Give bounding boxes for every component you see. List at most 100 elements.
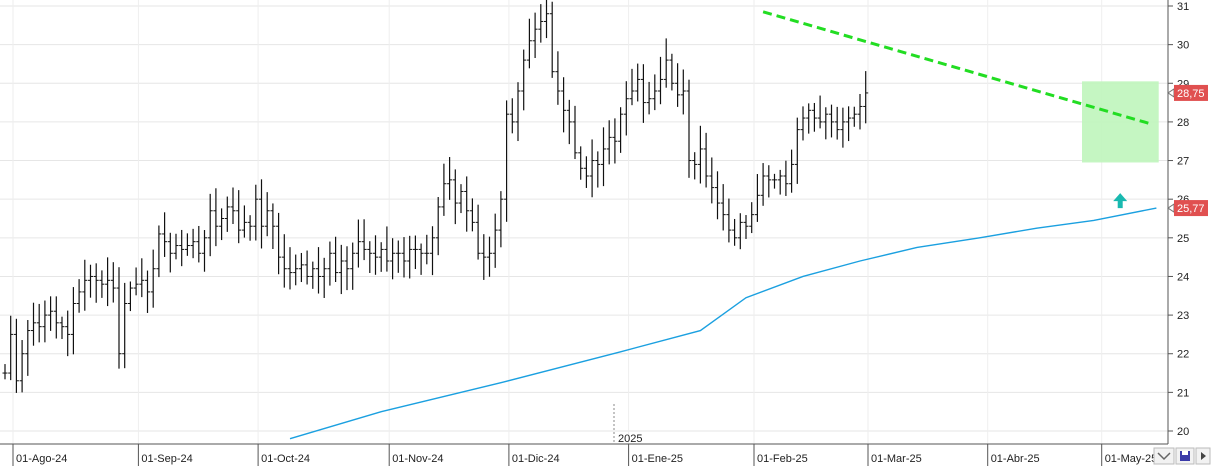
price-bar <box>566 99 572 145</box>
price-bar <box>179 229 185 267</box>
price-bar <box>646 81 652 115</box>
y-tick-label: 24 <box>1177 271 1189 283</box>
price-bar <box>162 212 168 257</box>
price-bar <box>190 228 196 259</box>
price-bar <box>219 208 225 241</box>
price-bar <box>173 233 179 260</box>
y-tick-label: 25 <box>1177 233 1189 245</box>
price-bar <box>720 184 726 231</box>
price-bar <box>25 320 31 376</box>
price-bar <box>59 316 65 340</box>
price-bar <box>150 249 156 308</box>
price-bar <box>612 118 618 164</box>
price-bar <box>715 171 720 220</box>
price-bar <box>316 247 321 294</box>
price-bar <box>390 238 396 280</box>
price-bar <box>526 18 532 69</box>
price-bar <box>298 252 304 283</box>
arrow-group <box>1113 193 1128 209</box>
price-bar <box>561 77 567 133</box>
moving-average-line <box>289 207 1157 440</box>
price-bar <box>640 64 646 123</box>
price-bar <box>236 190 242 244</box>
x-tick-label: 01-Oct-24 <box>261 453 310 465</box>
y-tick-label: 31 <box>1177 1 1189 13</box>
last-price-label-box <box>1174 84 1208 101</box>
last-price-label-text: 28,75 <box>1177 88 1205 100</box>
price-bar <box>327 241 333 286</box>
chevron-down-icon <box>1157 452 1171 461</box>
price-bar <box>401 237 407 278</box>
price-bar <box>338 244 344 295</box>
price-bar <box>8 315 14 381</box>
x-tick-label: 01-Feb-25 <box>757 453 808 465</box>
price-bar <box>441 163 447 216</box>
price-bar <box>105 257 111 307</box>
price-bar <box>732 218 738 246</box>
price-bar <box>287 247 293 290</box>
price-bar <box>270 203 276 250</box>
price-bar <box>110 262 116 303</box>
grid <box>0 0 1168 444</box>
price-bar <box>122 282 128 369</box>
price-bar <box>492 213 498 268</box>
y-tick-label: 30 <box>1177 40 1189 52</box>
price-bar <box>264 192 270 237</box>
price-bar <box>811 102 817 132</box>
price-bar <box>407 235 413 279</box>
price-bar <box>361 219 367 261</box>
price-bar <box>840 107 846 148</box>
price-bar <box>669 53 675 91</box>
price-bar <box>384 226 390 272</box>
price-bar <box>412 235 418 270</box>
save-icon <box>1180 451 1190 461</box>
price-bar <box>475 204 481 260</box>
price-bar <box>418 243 424 275</box>
price-bar <box>65 310 71 357</box>
price-bar <box>133 267 139 296</box>
price-bar <box>663 38 669 88</box>
price-bar <box>281 234 287 288</box>
price-bars <box>2 0 869 393</box>
scroll-button[interactable] <box>1153 447 1175 465</box>
price-bar <box>834 106 840 140</box>
price-bar <box>247 215 253 241</box>
price-bar <box>709 157 715 204</box>
price-bar <box>13 318 19 393</box>
price-bar <box>737 213 743 250</box>
price-bar <box>458 184 464 214</box>
price-bar <box>36 303 42 343</box>
price-bar <box>726 198 732 243</box>
price-bar <box>623 81 629 136</box>
price-bar <box>583 156 589 188</box>
price-bar <box>703 132 709 188</box>
price-bar <box>766 165 772 198</box>
price-bar <box>276 212 282 275</box>
price-bar <box>578 146 584 180</box>
price-bar <box>31 302 36 346</box>
y-tick-label: 28 <box>1177 117 1189 129</box>
price-bar <box>532 12 538 59</box>
price-bar <box>618 107 624 153</box>
price-bar <box>293 254 299 286</box>
price-bar <box>355 219 361 268</box>
price-bar <box>658 56 663 105</box>
y-tick-label: 23 <box>1177 310 1189 322</box>
price-bar <box>743 215 749 239</box>
price-bar <box>196 225 202 263</box>
x-tick-label: 01-Abr-25 <box>991 453 1040 465</box>
price-bar <box>817 95 823 129</box>
x-tick-label: 01-Mar-25 <box>871 453 922 465</box>
price-bar <box>846 106 852 142</box>
x-tick-label: 01-Sep-24 <box>141 453 192 465</box>
price-bar <box>202 230 207 272</box>
price-bar <box>772 173 777 189</box>
price-bar <box>789 149 795 193</box>
price-bar <box>692 152 698 180</box>
price-bar <box>544 0 549 39</box>
price-bar <box>589 139 595 198</box>
price-bar <box>367 241 373 274</box>
price-bar <box>504 100 510 222</box>
price-bar <box>116 267 122 369</box>
price-bar <box>549 1 555 78</box>
